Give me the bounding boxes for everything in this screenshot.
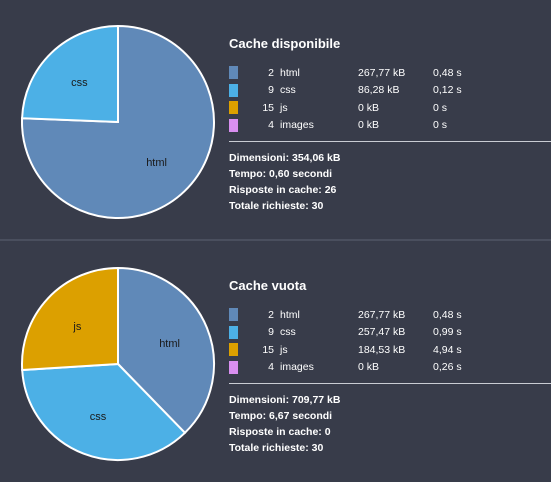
divider-line [229,141,551,142]
row-size: 0 kB [358,101,380,114]
row-time: 0,48 s [433,308,462,321]
legend-swatch-images [229,118,238,132]
row-time: 0,12 s [433,84,462,97]
pie-slice-css [21,24,119,124]
panel-cache-empty: html css js Cache vuota 2 html 267,77 kB 0… [0,242,551,482]
row-time: 0,26 s [433,361,462,374]
row-type: html [280,308,300,321]
table-row: 2 html 267,77 kB 0,48 s [229,306,473,324]
row-type: css [280,326,296,339]
pie-label-html: html [159,338,180,350]
legend-swatch-css [229,325,238,339]
summary-total: Totale richieste: 30 [229,200,324,212]
summary-block: Dimensioni: 709,77 kB Tempo: 6,67 second… [229,392,551,456]
pie-slice-js [21,266,119,372]
legend-swatch-html [229,66,238,80]
row-size: 86,28 kB [358,84,400,97]
legend-swatch-css [229,83,238,97]
summary-block: Dimensioni: 354,06 kB Tempo: 0,60 second… [229,150,551,214]
summary-cached: Risposte in cache: 0 [229,426,331,438]
row-count: 15 [262,343,274,356]
table-row: 15 js 184,53 kB 4,94 s [229,341,473,359]
row-count: 4 [268,361,274,374]
section-divider [0,239,551,241]
pie-slice-html [117,266,215,435]
summary-time: Tempo: 0,60 secondi [229,168,333,180]
row-time: 0 s [433,101,448,114]
row-count: 9 [268,326,274,339]
summary-time: Tempo: 6,67 secondi [229,410,333,422]
row-time: 0,99 s [433,326,462,339]
pie-slice-css [21,362,187,461]
pie-chart-cache-available: html css [20,24,216,220]
row-time: 0 s [433,119,448,132]
row-count: 4 [268,119,274,132]
pie-label-css: css [71,77,88,89]
row-time: 0,48 s [433,66,462,79]
row-type: images [280,361,314,374]
table-row: 4 images 0 kB 0,26 s [229,359,473,377]
table-row: 9 css 86,28 kB 0,12 s [229,82,473,100]
row-size: 0 kB [358,361,380,374]
pie-label-js: js [72,321,81,333]
pie-label-css: css [90,411,107,423]
row-count: 2 [268,308,274,321]
stats-table: 2 html 267,77 kB 0,48 s 9 css 257,47 kB … [229,306,473,376]
pie-chart-cache-empty: html css js [20,266,216,462]
row-type: images [280,119,314,132]
table-row: 4 images 0 kB 0 s [229,117,473,135]
table-row: 2 html 267,77 kB 0,48 s [229,64,473,82]
pie-chart-svg: html css [21,24,215,219]
legend-swatch-js [229,343,238,357]
row-type: js [280,101,288,114]
panel-cache-available: html css Cache disponibile 2 html 267,77 … [0,0,551,240]
row-count: 2 [268,66,274,79]
row-count: 15 [262,101,274,114]
stats-panel: Cache disponibile 2 html 267,77 kB 0,48 … [229,36,551,214]
stats-table: 2 html 267,77 kB 0,48 s 9 css 86,28 kB 0… [229,64,473,134]
row-time: 4,94 s [433,343,462,356]
row-type: js [280,343,288,356]
legend-swatch-html [229,308,238,322]
row-type: css [280,84,296,97]
panel-title: Cache disponibile [229,36,341,51]
row-count: 9 [268,84,274,97]
legend-swatch-js [229,101,238,115]
summary-size: Dimensioni: 709,77 kB [229,394,341,406]
row-type: html [280,66,300,79]
row-size: 0 kB [358,119,380,132]
table-row: 15 js 0 kB 0 s [229,99,473,117]
row-size: 257,47 kB [358,326,406,339]
summary-cached: Risposte in cache: 26 [229,184,337,196]
row-size: 267,77 kB [358,66,406,79]
panel-title: Cache vuota [229,278,307,293]
row-size: 267,77 kB [358,308,406,321]
table-row: 9 css 257,47 kB 0,99 s [229,324,473,342]
summary-total: Totale richieste: 30 [229,442,324,454]
divider-line [229,383,551,384]
stats-panel: Cache vuota 2 html 267,77 kB 0,48 s 9 cs… [229,278,551,456]
legend-swatch-images [229,360,238,374]
summary-size: Dimensioni: 354,06 kB [229,152,341,164]
pie-label-html: html [146,157,167,169]
pie-chart-svg: html css js [21,266,215,461]
row-size: 184,53 kB [358,343,406,356]
